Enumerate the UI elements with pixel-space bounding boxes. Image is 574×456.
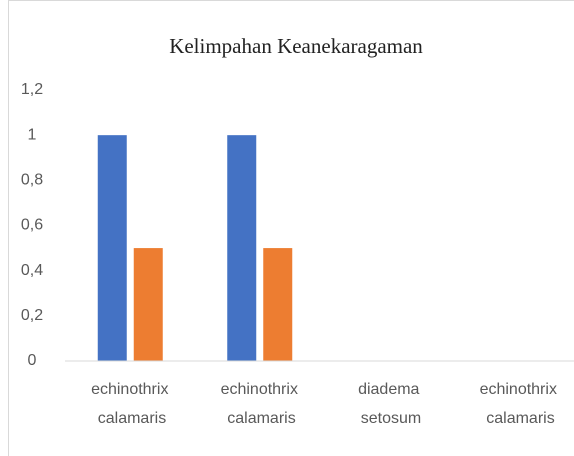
x-tick-label: echinothrix calamaris xyxy=(480,381,557,427)
bar xyxy=(97,135,127,361)
x-tick-label: echinothrix calamaris xyxy=(221,381,298,427)
y-tick-label: 0 xyxy=(28,352,37,369)
y-tick-label: 1,2 xyxy=(21,81,43,98)
y-tick-label: 0,4 xyxy=(21,262,43,279)
bar xyxy=(133,248,163,361)
y-tick-label: 0,8 xyxy=(21,172,43,189)
y-tick-label: 0,2 xyxy=(21,307,43,324)
chart-border xyxy=(8,0,574,456)
y-tick-label: 1 xyxy=(28,126,37,143)
x-tick-label: echinothrix calamaris xyxy=(91,381,168,427)
chart-title: Kelimpahan Keanekaragaman xyxy=(169,34,423,58)
bar xyxy=(263,248,293,361)
y-tick-label: 0,6 xyxy=(21,217,43,234)
bar xyxy=(227,135,257,361)
x-tick-label: diadema setosum xyxy=(356,381,421,427)
